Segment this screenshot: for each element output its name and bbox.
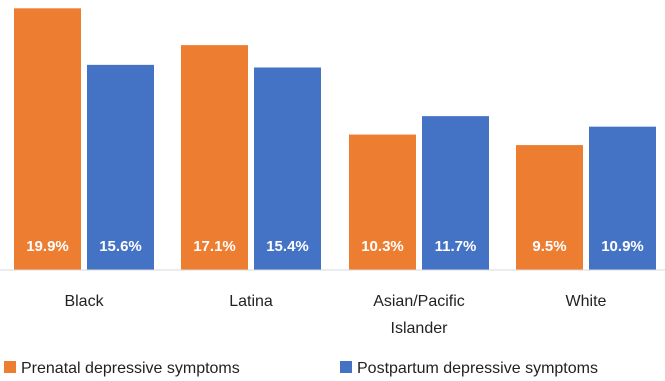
legend-swatch-prenatal	[4, 361, 16, 373]
data-label-prenatal-0: 19.9%	[26, 238, 69, 255]
bar-postpartum-3	[589, 126, 656, 270]
category-label-3-line-0: White	[566, 293, 607, 310]
bar-postpartum-1	[254, 67, 321, 271]
bar-prenatal-3	[516, 145, 583, 270]
legend-label-prenatal: Prenatal depressive symptoms	[21, 360, 240, 377]
legend-swatch-postpartum	[340, 361, 352, 373]
legend-label-postpartum: Postpartum depressive symptoms	[357, 360, 598, 377]
bar-prenatal-0	[14, 8, 81, 270]
data-labels-group: 19.9% 17.1% 10.3% 9.5% 15.6% 15.4% 11.7% 10.9%	[26, 238, 644, 255]
bar-prenatal-1	[181, 45, 248, 271]
category-label-2-line-0: Asian/Pacific	[373, 293, 465, 310]
data-label-prenatal-2: 10.3%	[361, 238, 404, 255]
bars-group	[14, 8, 656, 271]
category-labels-group: Black Latina Asian/Pacific Islander White	[64, 293, 606, 337]
data-label-postpartum-0: 15.6%	[99, 238, 142, 255]
category-label-0-line-0: Black	[64, 293, 104, 310]
category-label-1-line-0: Latina	[229, 293, 273, 310]
data-label-prenatal-3: 9.5%	[532, 238, 566, 255]
data-label-postpartum-3: 10.9%	[601, 238, 644, 255]
legend: Prenatal depressive symptoms Postpartum d…	[4, 360, 598, 377]
data-label-postpartum-1: 15.4%	[266, 238, 309, 255]
category-label-2-line-1: Islander	[391, 320, 449, 337]
data-label-postpartum-2: 11.7%	[435, 238, 477, 255]
bar-prenatal-2	[349, 134, 416, 270]
bar-postpartum-0	[87, 64, 154, 270]
bar-postpartum-2	[422, 116, 489, 271]
data-label-prenatal-1: 17.1%	[193, 238, 236, 255]
